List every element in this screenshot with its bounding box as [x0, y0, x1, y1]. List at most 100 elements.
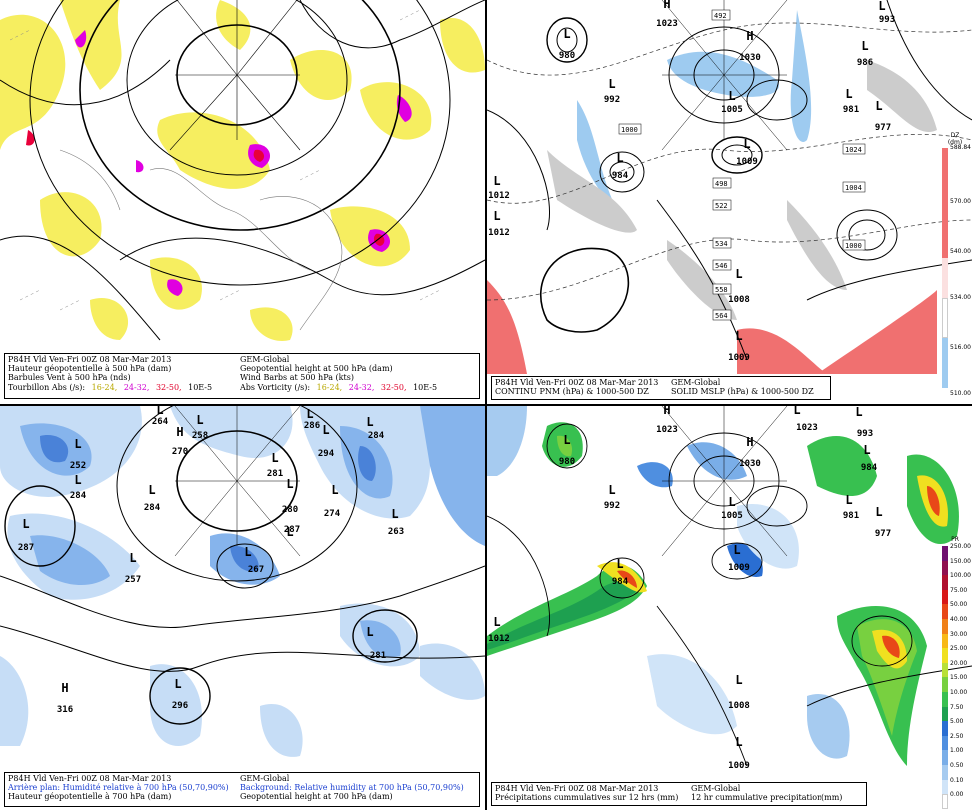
- svg-text:1023: 1023: [796, 423, 818, 433]
- legend-swatch: [942, 604, 948, 619]
- svg-text:H: H: [176, 425, 183, 439]
- svg-text:1030: 1030: [739, 53, 761, 63]
- svg-text:L: L: [845, 87, 852, 101]
- svg-text:L: L: [196, 413, 203, 427]
- svg-text:L: L: [608, 77, 615, 91]
- contour-label: 492: [711, 9, 731, 21]
- svg-text:L: L: [493, 209, 500, 223]
- panel-mslp-thickness: L 980 H 1023 H 1030 L 992 L 1005 L 1009 L 984 L…: [487, 0, 972, 404]
- svg-text:L: L: [271, 451, 278, 465]
- svg-text:L: L: [735, 329, 742, 343]
- svg-text:281: 281: [267, 469, 283, 479]
- svg-text:L: L: [875, 505, 882, 519]
- svg-text:1012: 1012: [488, 228, 510, 238]
- svg-text:492: 492: [714, 12, 727, 20]
- legend-label: 50.00: [950, 601, 968, 609]
- legend-label: 7.50: [950, 703, 964, 711]
- center-marker: L 1005: [721, 495, 743, 521]
- legend-label: 516.00: [950, 344, 971, 351]
- svg-text:280: 280: [282, 505, 298, 515]
- svg-text:1004: 1004: [845, 184, 862, 192]
- caption-header-left: P84H Vld Ven-Fri 00Z 08 Mar-Mar 2013: [495, 378, 659, 387]
- caption-line3-right-label: Abs Vorticity (/s):: [240, 382, 311, 392]
- svg-text:1023: 1023: [656, 19, 678, 29]
- center-marker: L 1005: [721, 89, 743, 115]
- svg-text:L: L: [735, 735, 742, 749]
- center-marker: L 258: [192, 413, 208, 441]
- svg-text:L: L: [563, 433, 570, 447]
- legend-label: 0.50: [950, 762, 964, 769]
- pressure-centers: H 1023 H 1030 L 980 L 992 L 1005 L 1009 L 984 L…: [488, 406, 891, 771]
- legend-swatch: [942, 648, 948, 663]
- svg-text:296: 296: [172, 701, 188, 711]
- center-marker: L 281: [366, 625, 386, 661]
- svg-text:986: 986: [857, 58, 873, 68]
- threshold-24-32-en: 24-32,: [348, 382, 375, 392]
- svg-text:L: L: [608, 483, 615, 497]
- svg-text:558: 558: [715, 286, 728, 294]
- svg-text:1009: 1009: [728, 761, 750, 771]
- legend-label: 30.00: [950, 630, 968, 638]
- svg-text:522: 522: [715, 202, 728, 210]
- svg-text:L: L: [563, 27, 570, 41]
- svg-text:1009: 1009: [736, 157, 758, 167]
- legend-swatch: [942, 735, 948, 751]
- svg-text:316: 316: [57, 705, 73, 715]
- center-marker: H 316: [57, 681, 73, 715]
- svg-text:252: 252: [70, 461, 86, 471]
- threshold-32-50-en: 32-50,: [380, 382, 407, 392]
- svg-text:1008: 1008: [728, 701, 750, 711]
- caption-header-right: GEM-Global: [671, 378, 721, 387]
- legend-label: 100.00: [950, 572, 971, 580]
- caption-header-right: GEM-Global: [240, 355, 290, 364]
- legend-swatch: [942, 560, 948, 576]
- threshold-unit-en: 10E-5: [413, 382, 438, 392]
- caption-line1-unit: (mm): [821, 793, 843, 803]
- caption-line1-left: CONTINU PNM (hPa) & 1000-500 DZ: [495, 387, 649, 397]
- svg-text:L: L: [366, 625, 373, 639]
- center-marker: L 984: [612, 151, 629, 181]
- svg-text:L: L: [616, 151, 623, 165]
- svg-text:992: 992: [604, 95, 620, 105]
- legend-label: 10.00: [950, 689, 968, 696]
- svg-text:L: L: [863, 443, 870, 457]
- caption-header-left: P84H Vld Ven-Fri 00Z 08 Mar-Mar 2013: [8, 774, 172, 783]
- svg-text:L: L: [878, 0, 885, 13]
- svg-text:L: L: [22, 517, 29, 531]
- svg-text:1012: 1012: [488, 191, 510, 201]
- center-marker: L 993: [878, 0, 895, 25]
- legend-label: 0.10: [950, 776, 964, 784]
- legend-label: 588.84: [950, 144, 971, 151]
- threshold-unit: 10E-5: [188, 382, 213, 392]
- map-precipitation: H 1023 H 1030 L 980 L 992 L 1005 L 1009 L 984 L…: [487, 406, 972, 778]
- panel-precipitation: H 1023 H 1030 L 980 L 992 L 1005 L 1009 L 984 L…: [487, 406, 972, 810]
- svg-text:L: L: [855, 406, 862, 419]
- svg-text:258: 258: [192, 431, 208, 441]
- threshold-16-24: 16-24,: [91, 382, 118, 392]
- panel-700hpa-humidity: L 264 H 270 L 258 L 252 L 284 L 284 L 287 L 257 …: [0, 406, 485, 810]
- humidity-shading: [0, 406, 485, 757]
- legend-label: 20.00: [950, 659, 968, 667]
- legend-swatch: [942, 721, 948, 736]
- legend-label: 15.00: [950, 674, 968, 682]
- svg-text:1005: 1005: [721, 105, 743, 115]
- legend-swatch: [942, 706, 948, 722]
- center-marker: L 257: [125, 551, 141, 585]
- center-marker: L 1008: [728, 673, 750, 711]
- svg-text:L: L: [861, 39, 868, 53]
- panel-divider-horizontal: [0, 404, 972, 406]
- legend-label: 2.50: [950, 732, 964, 740]
- legend-unit: DZ: [950, 132, 960, 139]
- legend-swatch: [942, 779, 948, 795]
- thickness-legend: DZ (dm) 588.84 570.00 540.00 534.00 516.…: [942, 132, 971, 398]
- center-marker: L 1012: [488, 174, 510, 201]
- svg-text:564: 564: [715, 312, 728, 320]
- svg-text:L: L: [616, 557, 623, 571]
- center-marker: L 992: [604, 483, 620, 511]
- caption-header-right: GEM-Global: [240, 774, 290, 783]
- svg-text:274: 274: [324, 509, 341, 519]
- legend-swatch: [942, 589, 948, 605]
- svg-text:546: 546: [715, 262, 728, 270]
